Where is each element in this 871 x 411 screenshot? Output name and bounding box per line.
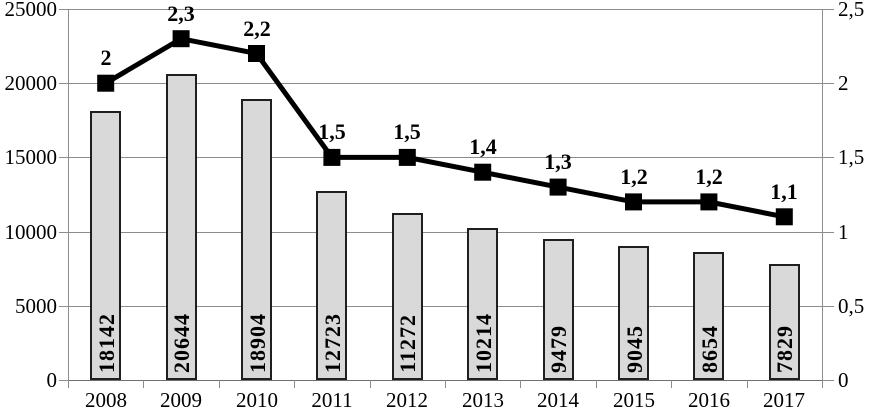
line-marker-2014	[549, 178, 567, 196]
left-axis-line	[68, 9, 69, 380]
right-axis-tick-label: 2	[838, 71, 849, 95]
line-point-label: 1,3	[544, 149, 572, 174]
bar-value-label: 10214	[471, 313, 496, 373]
line-point-label: 1,4	[469, 134, 497, 159]
left-axis-tick-label: 20000	[4, 71, 58, 95]
line-marker-2009	[172, 30, 190, 48]
bar-2017	[769, 264, 800, 380]
bar-value-label: 18904	[245, 313, 270, 373]
x-axis-label-2016: 2016	[688, 388, 730, 411]
bar-2012	[392, 213, 423, 380]
gridline	[68, 306, 822, 307]
right-axis-tick	[822, 157, 834, 158]
right-axis-tick	[822, 9, 834, 10]
x-axis-tick	[370, 380, 371, 388]
bar-value-label: 20644	[169, 313, 194, 373]
right-axis-tick-label: 1,5	[838, 145, 865, 169]
x-axis-label-2008: 2008	[85, 388, 127, 411]
bar-2014	[543, 239, 574, 380]
left-axis-tick	[59, 157, 68, 158]
x-axis-label-2013: 2013	[462, 388, 504, 411]
line-point-label: 1,2	[695, 164, 723, 189]
x-axis-label-2015: 2015	[613, 388, 655, 411]
x-axis-label-2011: 2011	[311, 388, 353, 411]
right-axis-tick-label: 0	[838, 368, 849, 392]
x-axis-tick	[747, 380, 748, 388]
bar-2015	[618, 246, 649, 380]
gridline	[68, 9, 822, 10]
line-point-label: 1,5	[393, 119, 421, 144]
gridline	[68, 232, 822, 233]
x-axis-label-2010: 2010	[236, 388, 278, 411]
bar-value-label: 8654	[697, 325, 722, 373]
left-axis-tick	[59, 9, 68, 10]
left-axis-tick-label: 25000	[4, 0, 58, 21]
bar-value-label: 9479	[546, 325, 571, 373]
x-axis-tick	[596, 380, 597, 388]
right-axis-tick	[822, 83, 834, 84]
bar-value-label: 11272	[395, 314, 420, 373]
left-axis-tick-label: 15000	[4, 145, 58, 169]
left-axis-tick	[59, 306, 68, 307]
right-axis-tick	[822, 380, 834, 381]
x-axis-tick	[143, 380, 144, 388]
line-marker-2016	[700, 193, 718, 211]
left-axis-tick-label: 5000	[15, 294, 57, 318]
bar-2011	[316, 191, 347, 380]
right-axis-tick	[822, 306, 834, 307]
x-axis-label-2017: 2017	[763, 388, 805, 411]
x-axis-label-2009: 2009	[160, 388, 202, 411]
right-axis-tick	[822, 232, 834, 233]
line-marker-2013	[474, 163, 492, 181]
line-point-label: 2,2	[243, 16, 271, 41]
x-axis-tick	[520, 380, 521, 388]
line-marker-2015	[625, 193, 642, 211]
left-axis-tick-label: 10000	[4, 220, 58, 244]
bar-2013	[467, 228, 498, 380]
left-axis-tick	[59, 232, 68, 233]
line-point-label: 1,5	[318, 119, 346, 144]
bar-value-label: 7829	[772, 325, 797, 373]
left-axis-tick	[59, 380, 68, 381]
right-axis-tick-label: 1	[838, 220, 849, 244]
line-point-label: 2,3	[167, 1, 195, 26]
x-axis-tick	[68, 380, 69, 388]
left-axis-tick	[59, 83, 68, 84]
x-axis-tick	[671, 380, 672, 388]
bar-value-label: 12723	[320, 313, 345, 373]
left-axis-tick-label: 0	[46, 368, 58, 392]
x-axis-label-2012: 2012	[386, 388, 428, 411]
line-point-label: 1,2	[620, 164, 648, 189]
x-axis-label-2014: 2014	[537, 388, 579, 411]
right-axis-tick-label: 0,5	[838, 294, 865, 318]
x-axis-tick	[445, 380, 446, 388]
right-axis-tick-label: 2,5	[838, 0, 865, 21]
line-marker-2010	[248, 45, 265, 62]
x-axis-tick	[294, 380, 295, 388]
x-axis-tick	[822, 380, 823, 388]
bar-value-label: 18142	[94, 313, 119, 373]
x-axis-tick	[219, 380, 220, 388]
right-axis-line	[822, 9, 823, 380]
line-point-label: 2	[100, 45, 112, 70]
bar-2016	[693, 252, 724, 380]
line-marker-2017	[775, 208, 793, 226]
line-point-label: 1,1	[770, 179, 798, 204]
bar-value-label: 9045	[622, 325, 647, 373]
